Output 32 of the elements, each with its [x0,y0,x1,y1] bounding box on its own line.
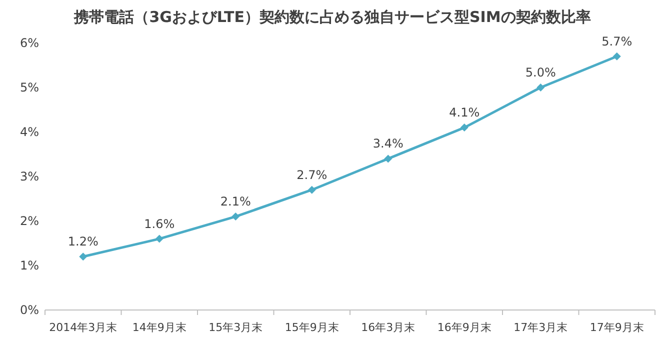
point [232,212,240,221]
point [308,186,316,194]
point [460,124,468,132]
title: 携帯電話（3GおよびLTE）契約数に占める独自サービス型SIMの契約数比率 [74,8,591,26]
point [612,52,621,60]
ytick: 4% [20,125,39,139]
point [155,234,164,243]
point [79,252,88,261]
point [384,154,392,163]
xtick: 17年3月末 [514,321,568,334]
xtick: 15年9月末 [284,321,339,334]
ytick: 3% [20,170,39,184]
label: 4.1% [449,106,480,120]
label: 5.7% [602,34,632,48]
xtick: 2014年3月末 [49,321,118,334]
xtick: 17年9月末 [590,321,644,334]
label: 1.6% [144,216,175,231]
ytick: 6% [20,36,39,50]
ytick: 2% [20,214,39,228]
xtick: 16年3月末 [361,321,416,334]
label: 5.0% [525,66,556,80]
ytick: 1% [20,258,39,272]
ytick: 0% [20,303,39,317]
label: 3.4% [372,136,404,151]
label: 2.7% [296,168,328,182]
xtick: 16年9月末 [437,321,492,334]
ytick: 5% [20,80,39,94]
point [536,84,545,92]
xtick: 15年3月末 [208,321,263,334]
label: 2.1% [220,194,251,209]
label: 1.2% [68,234,98,249]
xtick: 14年9月末 [132,321,186,334]
